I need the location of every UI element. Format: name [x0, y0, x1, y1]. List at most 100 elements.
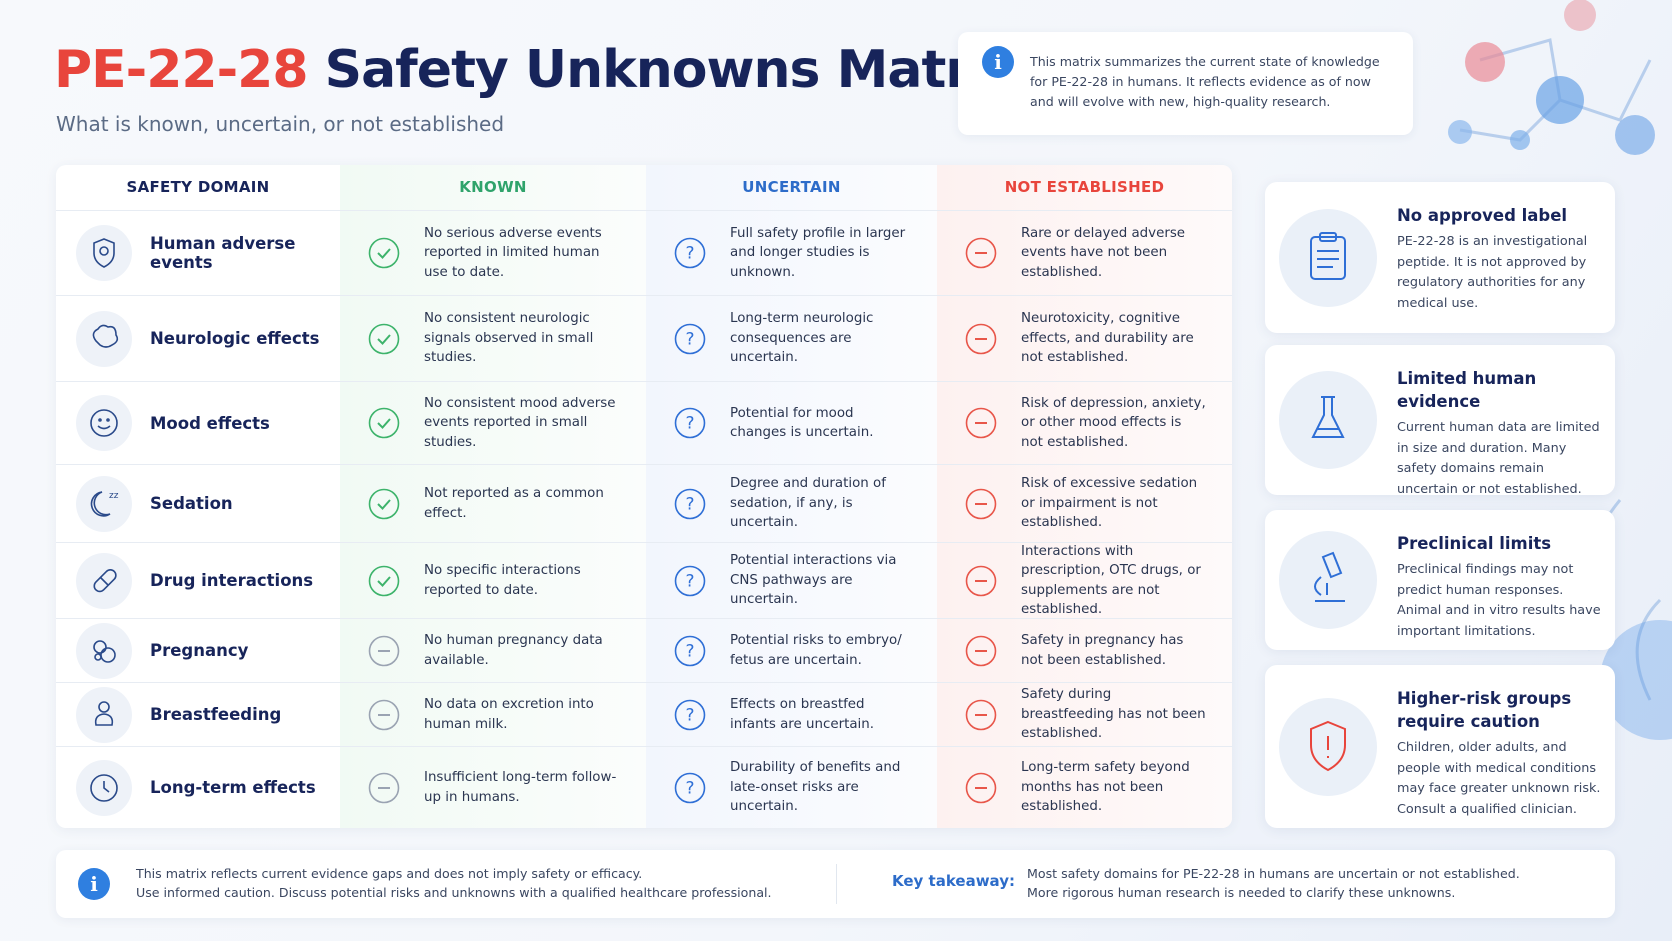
status-icon	[965, 407, 997, 439]
status-icon	[368, 407, 400, 439]
subtitle: What is known, uncertain, or not establi…	[56, 112, 505, 136]
status-icon	[368, 237, 400, 269]
domain-icon	[76, 395, 132, 451]
cell-text: No specific interactions reported to dat…	[424, 563, 581, 598]
card-icon	[1279, 371, 1377, 469]
status-icon: ?	[674, 565, 706, 596]
domain-cell: zz Sedation	[56, 465, 340, 542]
svg-text:zz: zz	[109, 491, 119, 501]
status-icon	[368, 565, 400, 596]
column-header: UNCERTAIN	[742, 178, 841, 196]
cell: No specific interactions reported to dat…	[340, 543, 646, 618]
card-text: Children, older adults, and people with …	[1397, 740, 1601, 817]
info-icon: i	[78, 868, 110, 900]
matrix: SAFETY DOMAIN KNOWN UNCERTAIN NOT ESTABLISH…	[56, 165, 1232, 828]
cell-text: Long-term neurologic consequences are un…	[730, 311, 874, 366]
table-row: Drug interactions No specific interaction…	[56, 542, 1232, 618]
svg-text:?: ?	[685, 778, 694, 798]
card-title: No approved label	[1397, 206, 1568, 225]
cell-text: No data on excretion into human milk.	[424, 697, 594, 732]
domain-cell: Human adverse events	[56, 211, 340, 295]
info-card: Preclinical limits Preclinical findings m…	[1265, 510, 1615, 650]
domain-label: Neurologic effects	[150, 329, 320, 348]
card-icon	[1279, 697, 1377, 796]
cell-text: Full safety profile in larger and longer…	[730, 225, 906, 280]
cell: No consistent neurologic signals observe…	[340, 296, 646, 381]
info-icon: i	[982, 46, 1014, 78]
table-row: Breastfeeding No data on excretion into h…	[56, 682, 1232, 746]
svg-text:?: ?	[685, 244, 694, 264]
note-text: This matrix summarizes the current state…	[1030, 54, 1380, 109]
cell: No data on excretion into human milk.	[340, 683, 646, 746]
card-title: Preclinical limits	[1397, 534, 1552, 553]
column-header: SAFETY DOMAIN	[126, 178, 270, 196]
domain-label: Breastfeeding	[150, 705, 282, 724]
domain-cell: Drug interactions	[56, 543, 340, 618]
title-code: PE-22-28	[54, 40, 309, 100]
table-row: Long-term effects Insufficient long-term …	[56, 746, 1232, 828]
cell-text: Potential for mood changes is uncertain.	[730, 405, 874, 441]
domain-label: Sedation	[150, 494, 233, 513]
footer-note: This matrix reflects current evidence ga…	[136, 866, 643, 881]
status-icon: ?	[674, 699, 706, 730]
cell: Neurotoxicity, cognitive effects, and du…	[937, 296, 1232, 381]
status-icon	[368, 772, 400, 803]
table-row: Human adverse events No serious adverse e…	[56, 210, 1232, 295]
info-card: No approved label PE-22-28 is an investig…	[1265, 182, 1615, 333]
domain-cell: Pregnancy	[56, 619, 340, 682]
column-header: KNOWN	[459, 178, 527, 196]
status-icon	[368, 488, 400, 519]
status-icon	[965, 237, 997, 269]
status-icon	[965, 699, 997, 730]
domain-icon	[76, 759, 132, 816]
cell-text: Interactions with prescription, OTC drug…	[1021, 543, 1201, 618]
domain-icon	[76, 686, 132, 743]
domain-cell: Breastfeeding	[56, 683, 340, 746]
info-card: Higher-risk groups require caution Childr…	[1265, 665, 1615, 828]
table-row: Mood effects No consistent mood adverse e…	[56, 381, 1232, 464]
domain-label: Pregnancy	[150, 641, 249, 660]
column-bg	[937, 165, 1232, 828]
cell: ? Durability of benefits and late-onset r…	[646, 747, 937, 828]
cell: ? Potential for mood changes is uncertain…	[646, 382, 937, 464]
cell: Rare or delayed adverse events have not …	[937, 211, 1232, 295]
cell: Not reported as a common effect.	[340, 465, 646, 542]
decoration	[1448, 0, 1672, 740]
cell-text: Risk of depression, anxiety, or other mo…	[1021, 395, 1206, 450]
svg-text:?: ?	[685, 705, 694, 725]
cell-text: Neurotoxicity, cognitive effects, and du…	[1021, 311, 1194, 366]
cell: No serious adverse events reported in li…	[340, 211, 646, 295]
svg-text:?: ?	[685, 329, 694, 349]
cell-text: Safety in pregnancy has not been establi…	[1021, 633, 1184, 668]
table-row: Pregnancy No human pregnancy data availab…	[56, 618, 1232, 682]
cell-text: Long-term safety beyond months has not b…	[1021, 760, 1190, 815]
cell: ? Long-term neurologic consequences are u…	[646, 296, 937, 381]
cell: ? Degree and duration of sedation, if any…	[646, 465, 937, 542]
column-header: NOT ESTABLISHED	[1004, 178, 1165, 196]
table-row: zz Sedation Not reported as a common effec…	[56, 464, 1232, 542]
card-text: PE-22-28 is an investigational peptide. …	[1397, 234, 1588, 311]
card-text: Preclinical findings may not predict hum…	[1397, 562, 1601, 639]
cell-text: No human pregnancy data available.	[424, 633, 603, 668]
cell: ? Potential interactions via CNS pathways…	[646, 543, 937, 618]
takeaway-label: Key takeaway:	[892, 872, 1015, 890]
takeaway-text: Most safety domains for PE-22-28 in huma…	[1027, 866, 1520, 881]
card-text: Current human data are limited in size a…	[1397, 420, 1600, 497]
info-card: Limited human evidence Current human data…	[1265, 345, 1615, 497]
domain-icon: zz	[76, 475, 132, 532]
cell: Safety in pregnancy has not been establi…	[937, 619, 1232, 682]
cell-text: No consistent neurologic signals observe…	[424, 311, 594, 366]
cell-text: Rare or delayed adverse events have not …	[1021, 225, 1186, 280]
cell: Interactions with prescription, OTC drug…	[937, 543, 1232, 618]
cell: ? Potential risks to embryo/ fetus are un…	[646, 619, 937, 682]
domain-label: Mood effects	[150, 413, 270, 433]
domain-icon	[76, 622, 132, 679]
cell: Long-term safety beyond months has not b…	[937, 747, 1232, 828]
cell-text: Safety during breastfeeding has not been…	[1021, 687, 1206, 742]
status-icon	[368, 699, 400, 730]
divider	[836, 864, 837, 904]
cell-text: Risk of excessive sedation or impairment…	[1021, 476, 1198, 531]
cell: Risk of excessive sedation or impairment…	[937, 465, 1232, 542]
status-icon	[965, 488, 997, 519]
cell-text: No consistent mood adverse events report…	[424, 395, 616, 450]
